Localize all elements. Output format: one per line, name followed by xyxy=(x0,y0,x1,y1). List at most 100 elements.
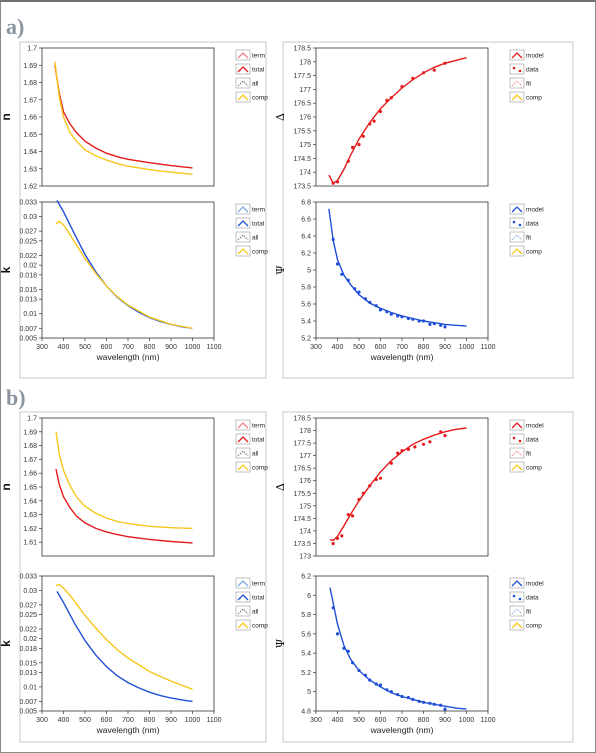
data-point xyxy=(357,290,361,294)
x-tick-label: 300 xyxy=(310,717,322,724)
y-tick-label: 1.68 xyxy=(23,443,37,450)
legend-label: data xyxy=(526,221,539,228)
legend-marker xyxy=(512,66,516,70)
legend-marker xyxy=(237,422,249,429)
x-tick-label: 300 xyxy=(310,344,322,351)
y-tick-label: 1.64 xyxy=(23,498,37,505)
panel-label-b: b) xyxy=(6,385,26,410)
legend-swatch xyxy=(509,605,525,617)
legend-swatch xyxy=(509,419,525,431)
y-tick-label: 5.4 xyxy=(301,319,311,326)
x-tick-label: 400 xyxy=(332,717,344,724)
data-point xyxy=(335,632,340,636)
data-point xyxy=(342,646,346,650)
y-tick-label: 178.5 xyxy=(293,46,311,53)
plot-area xyxy=(41,201,215,339)
plot-area xyxy=(315,417,489,557)
data-point xyxy=(363,297,367,301)
chart-4: 5.2 5.4 5.6 5.8 5 6.2 6.4 6.6 6.8 300 400 500 600 700… xyxy=(274,200,544,363)
data-point xyxy=(439,430,443,434)
y-tick-label: 5.6 xyxy=(301,302,311,309)
x-tick-label: 600 xyxy=(101,717,113,724)
legend-marker xyxy=(237,220,249,227)
legend-marker xyxy=(237,436,249,443)
y-tick-label: 175 xyxy=(299,503,311,510)
y-tick-label: 5.2 xyxy=(301,670,311,677)
y-tick-label: 0.018 xyxy=(19,646,37,653)
y-tick-label: 177.5 xyxy=(293,73,311,80)
legend-marker xyxy=(511,80,523,87)
data-point xyxy=(406,316,410,321)
data-point xyxy=(385,310,389,314)
data-point xyxy=(396,314,400,318)
subplot-frame xyxy=(19,411,267,743)
data-point xyxy=(406,447,410,451)
y-tick-label: 4.8 xyxy=(301,709,311,716)
x-tick-label: 300 xyxy=(36,717,48,724)
legend-swatch xyxy=(235,217,251,229)
y-tick-label: 1.65 xyxy=(23,132,37,139)
legend-marker xyxy=(511,580,523,587)
data-point xyxy=(346,513,350,517)
legend-swatch xyxy=(509,91,525,103)
data-point xyxy=(411,697,415,702)
y-tick-label: 1.67 xyxy=(23,97,37,104)
y-tick-label: 1.63 xyxy=(23,166,37,173)
y-tick-label: 1.66 xyxy=(23,471,37,478)
legend-label: fit xyxy=(526,235,531,242)
y-tick-label: 1.62 xyxy=(23,184,37,191)
legend-label: model xyxy=(526,53,544,60)
y-tick-label: 1.67 xyxy=(23,457,37,464)
data-point xyxy=(374,682,378,686)
chart-2: 0.005 0.007 0.01 0.013 0.015 0.018 0.02 0.022 0.… xyxy=(0,200,268,363)
y-tick-label: 175 xyxy=(299,142,311,149)
x-tick-label: 500 xyxy=(353,344,365,351)
legend-label: all xyxy=(252,451,259,458)
x-tick-label: 700 xyxy=(396,344,408,351)
legend-marker xyxy=(237,464,249,471)
x-tick-label: 500 xyxy=(353,717,365,724)
y-tick-label: 6.2 xyxy=(301,574,311,581)
subplot-frame xyxy=(19,41,267,379)
y-tick-label: 0.01 xyxy=(23,684,37,691)
y-tick-label: 176.5 xyxy=(293,466,311,473)
y-axis-label: Ψ xyxy=(274,638,287,648)
legend-swatch xyxy=(509,203,525,215)
data-point xyxy=(378,308,383,312)
data-point xyxy=(421,700,426,704)
y-tick-label: 1.69 xyxy=(23,63,37,70)
plot-area xyxy=(41,417,215,557)
legend-marker xyxy=(511,206,523,213)
y-tick-label: 177 xyxy=(299,453,311,460)
data-point xyxy=(439,323,443,327)
x-tick-label: 500 xyxy=(79,717,91,724)
y-tick-label: 5.8 xyxy=(301,285,311,292)
legend-swatch xyxy=(235,447,251,459)
legend-marker xyxy=(237,248,249,255)
y-tick-label: 177.5 xyxy=(293,441,311,448)
data-point xyxy=(385,98,389,102)
panel-label-a: a) xyxy=(6,14,25,39)
y-tick-label: 6.8 xyxy=(301,200,311,207)
legend-label: fit xyxy=(526,451,531,458)
y-tick-label: 0.005 xyxy=(19,709,37,716)
data-point xyxy=(428,322,432,326)
legend-label: comp xyxy=(526,249,542,256)
y-tick-label: 0.03 xyxy=(23,214,37,221)
data-point xyxy=(439,703,443,707)
legend-label: term xyxy=(252,423,265,430)
y-tick-label: 0.015 xyxy=(19,660,37,667)
data-point xyxy=(346,649,350,653)
y-tick-label: 5.6 xyxy=(301,631,311,638)
legend-label: term xyxy=(252,581,265,588)
y-tick-label: 0.033 xyxy=(19,200,37,207)
legend-label: model xyxy=(526,581,544,588)
y-tick-label: 0.022 xyxy=(19,253,37,260)
legend-label: comp xyxy=(526,95,542,102)
y-tick-label: 0.025 xyxy=(19,238,37,245)
legend-label: total xyxy=(252,437,265,444)
y-tick-label: 0.02 xyxy=(23,263,37,270)
y-axis-label: Ψ xyxy=(274,265,287,275)
series-line-model xyxy=(329,427,467,542)
y-tick-label: 173.5 xyxy=(293,541,311,548)
